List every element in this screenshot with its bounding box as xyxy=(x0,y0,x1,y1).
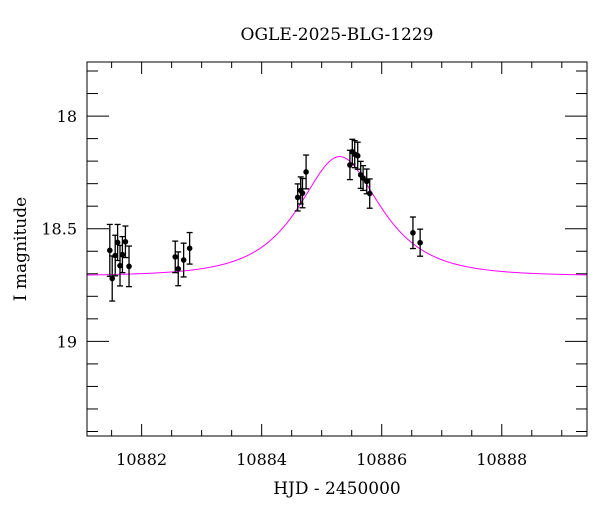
data-point xyxy=(109,275,116,282)
x-tick-label: 10886 xyxy=(356,450,407,469)
chart-title: OGLE-2025-BLG-1229 xyxy=(241,25,434,45)
data-point xyxy=(186,245,193,252)
data-point xyxy=(294,194,301,201)
data-point xyxy=(175,266,182,272)
data-point xyxy=(126,263,132,270)
data-points xyxy=(106,138,424,302)
y-tick-label: 19 xyxy=(57,332,77,351)
tick-labels: 10882 10884 10886 10888 18 18.5 19 xyxy=(41,107,527,469)
data-point xyxy=(107,247,113,254)
data-point xyxy=(117,262,123,269)
data-point xyxy=(180,257,187,263)
plot-frame xyxy=(86,61,588,437)
x-tick-label: 10888 xyxy=(476,450,527,469)
data-point xyxy=(122,238,129,245)
x-axis-label: HJD - 2450000 xyxy=(273,479,401,499)
data-point xyxy=(354,152,361,159)
data-point xyxy=(360,175,366,181)
y-tick-label: 18 xyxy=(57,107,77,126)
data-point xyxy=(299,190,306,196)
y-axis-label: I magnitude xyxy=(11,197,31,301)
data-point xyxy=(114,239,121,246)
data-point xyxy=(410,229,416,236)
axis-ticks xyxy=(87,62,587,436)
data-point xyxy=(303,169,309,175)
data-point xyxy=(172,254,179,260)
model-curve xyxy=(86,156,588,276)
data-point xyxy=(366,190,373,197)
data-point xyxy=(112,252,119,259)
x-tick-label: 10882 xyxy=(116,450,167,469)
x-tick-label: 10884 xyxy=(236,450,287,469)
y-tick-label: 18.5 xyxy=(41,220,77,239)
data-point xyxy=(119,251,126,258)
data-point xyxy=(417,239,423,246)
data-point xyxy=(363,178,370,185)
